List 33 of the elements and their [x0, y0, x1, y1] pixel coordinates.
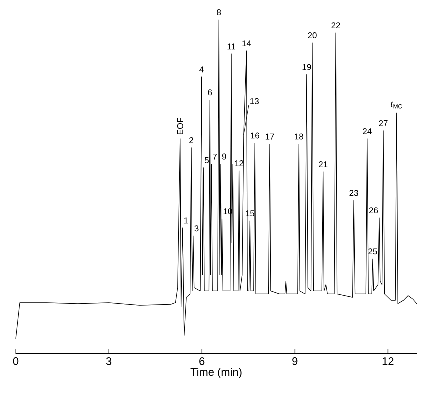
annotation: 6 [208, 90, 212, 96]
annotation: 11 [228, 44, 236, 50]
annotation: 25 [368, 248, 378, 255]
annotation: 23 [350, 190, 358, 196]
x-tick-label: 0 [13, 358, 19, 366]
annotation: 19 [302, 64, 312, 70]
annotation: 14 [242, 40, 252, 47]
annotation: 22 [332, 22, 340, 29]
x-tick-label: 6 [200, 358, 205, 366]
annotation: 12 [235, 160, 244, 166]
x-axis-title: Time (min) [190, 368, 242, 378]
annotation: 17 [266, 134, 274, 140]
annotation: 20 [308, 32, 317, 39]
x-tick-label: 12 [382, 358, 394, 366]
annotation: 27 [379, 120, 388, 126]
annotation: 18 [295, 134, 304, 140]
annotation: 16 [251, 132, 260, 139]
annotation: 5 [204, 158, 209, 164]
annotation: 21 [319, 162, 328, 168]
annotation: 4 [200, 66, 204, 73]
annotation: 8 [217, 10, 222, 16]
x-tick-label: 9 [292, 358, 298, 366]
annotation: 2 [190, 138, 194, 144]
annotation: t$_{MC}$ [391, 102, 402, 109]
annotation: EOF [177, 118, 184, 135]
annotation: 13 [250, 98, 259, 104]
annotation: 1 [184, 218, 188, 224]
annotation: 7 [213, 154, 217, 160]
x-tick-label: 3 [106, 358, 112, 366]
annotation: 3 [194, 226, 199, 232]
annotation: 24 [363, 128, 372, 134]
annotation: 9 [222, 154, 226, 160]
annotation: 26 [369, 208, 378, 214]
